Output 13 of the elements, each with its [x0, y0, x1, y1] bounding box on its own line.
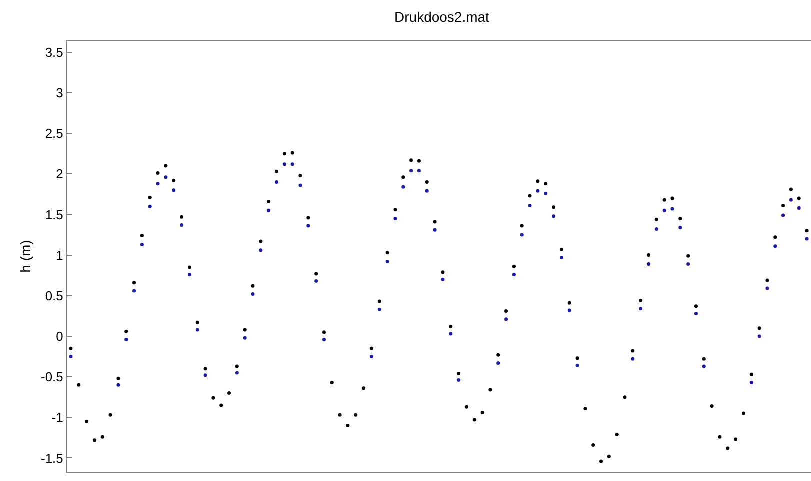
y-tick-label: -1.5 — [40, 450, 64, 466]
y-tick-label: 0 — [56, 329, 64, 344]
y-tick-label: -1 — [52, 410, 64, 426]
y-tick-label: 2 — [56, 166, 64, 182]
y-axis-title: h (m) — [18, 240, 34, 273]
y-tick-label: 2.5 — [45, 126, 64, 142]
y-tick-label: 1 — [56, 248, 64, 263]
y-tick-label: -0.5 — [40, 370, 64, 385]
y-tick-label: 1.5 — [45, 207, 64, 222]
y-tick-label: 0.5 — [45, 288, 64, 304]
y-tick-label: 3 — [56, 86, 64, 100]
chart-title: Drukdoos2.mat — [394, 8, 490, 25]
y-tick-label: 3.5 — [45, 44, 64, 60]
